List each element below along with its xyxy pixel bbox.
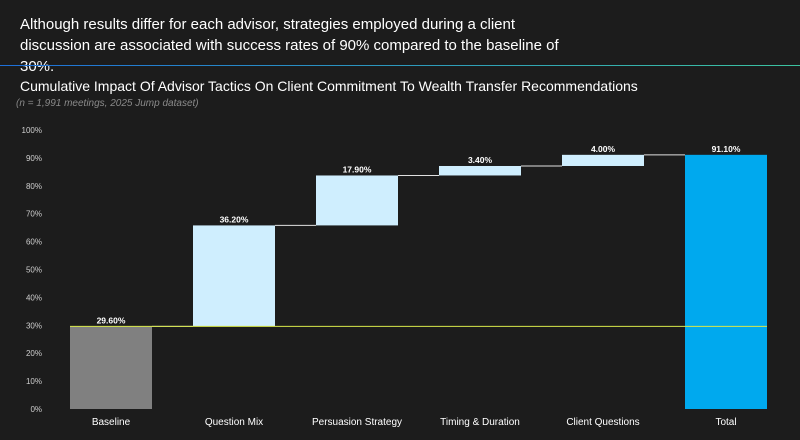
- data-label: 3.40%: [468, 155, 493, 165]
- y-tick-label: 10%: [26, 377, 42, 386]
- y-tick-label: 30%: [26, 321, 42, 330]
- chart-title: Cumulative Impact Of Advisor Tactics On …: [20, 78, 638, 94]
- x-category-label: Baseline: [92, 417, 131, 428]
- y-tick-label: 60%: [26, 238, 42, 247]
- bar-client-questions: [562, 154, 644, 166]
- chart-subtitle: (n = 1,991 meetings, 2025 Jump dataset): [16, 98, 199, 109]
- data-label: 91.10%: [712, 144, 741, 154]
- y-tick-label: 100%: [22, 126, 42, 135]
- y-tick-label: 50%: [26, 266, 42, 275]
- x-category-label: Timing & Duration: [440, 417, 520, 428]
- bar-persuasion-strategy: [316, 175, 398, 226]
- y-tick-label: 70%: [26, 210, 42, 219]
- x-category-label: Persuasion Strategy: [312, 417, 402, 428]
- data-label: 36.20%: [220, 214, 249, 224]
- bar-total: [685, 154, 767, 409]
- y-tick-label: 0%: [30, 405, 42, 414]
- headline-text: Although results differ for each advisor…: [20, 16, 559, 75]
- bar-baseline: [70, 326, 152, 409]
- bar-question-mix: [193, 225, 275, 327]
- y-tick-label: 90%: [26, 154, 42, 163]
- y-tick-label: 80%: [26, 182, 42, 191]
- data-label: 29.60%: [97, 315, 126, 325]
- x-category-label: Total: [715, 417, 736, 428]
- data-label: 17.90%: [343, 164, 372, 174]
- data-label: 4.00%: [591, 144, 616, 154]
- x-category-label: Question Mix: [205, 417, 263, 428]
- x-category-label: Client Questions: [566, 417, 639, 428]
- header-divider: [0, 65, 800, 66]
- y-tick-label: 20%: [26, 349, 42, 358]
- bar-timing-duration: [439, 165, 521, 176]
- y-tick-label: 40%: [26, 293, 42, 302]
